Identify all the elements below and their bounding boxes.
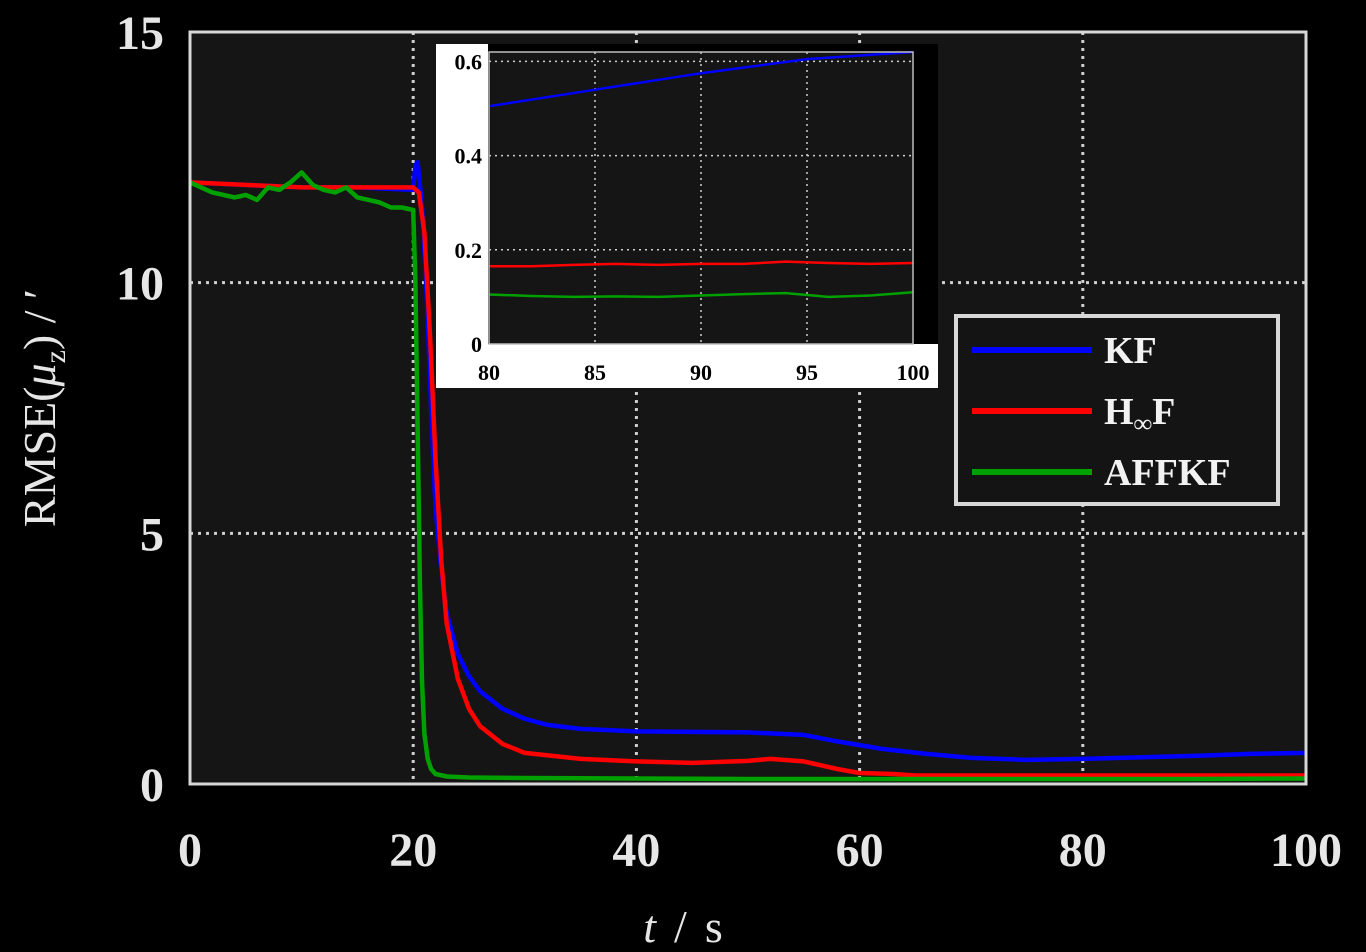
legend-label-hinff: H∞F xyxy=(1104,391,1175,438)
y-axis-label: RMSE(μz) / ′ xyxy=(14,289,72,527)
legend-label-affkf: AFFKF xyxy=(1104,452,1231,494)
inset-grid xyxy=(489,52,913,344)
inset-x-tick-labels: 80 85 90 95 100 xyxy=(478,360,930,385)
inset-x-tick-label: 100 xyxy=(897,360,930,385)
x-tick-label: 0 xyxy=(178,824,202,877)
inset-series-line-kf xyxy=(488,50,914,108)
inset-y-tick-label: 0 xyxy=(471,332,482,357)
legend: KF H∞F AFFKF xyxy=(954,314,1280,506)
inset-y-tick-labels: 0 0.2 0.4 0.6 xyxy=(455,49,483,357)
inset-x-tick-label: 80 xyxy=(478,360,500,385)
x-tick-label: 20 xyxy=(389,824,437,877)
x-tick-label: 40 xyxy=(612,824,660,877)
series-line-affkf xyxy=(189,170,1307,782)
inset-series-line-affkf xyxy=(488,290,914,299)
inset-xlabel-panel xyxy=(436,344,938,388)
x-tick-label: 100 xyxy=(1270,824,1342,877)
inset-y-tick-label: 0.6 xyxy=(455,49,483,74)
y-tick-label: 5 xyxy=(140,508,164,561)
inset-chart: 80 85 90 95 100 0 0.2 0.4 0.6 xyxy=(436,44,938,388)
series-line-hinff xyxy=(189,180,1306,778)
inset-x-tick-label: 90 xyxy=(690,360,712,385)
legend-label-kf: KF xyxy=(1104,330,1157,372)
inset-label-panel xyxy=(436,44,488,388)
x-axis-label: t / s xyxy=(643,901,722,952)
y-tick-label: 15 xyxy=(116,7,164,60)
inset-x-tick-label: 95 xyxy=(796,360,818,385)
inset-frame xyxy=(488,51,914,345)
x-tick-label: 80 xyxy=(1059,824,1107,877)
plot-frame xyxy=(188,30,1308,786)
y-tick-labels: 0 5 10 15 xyxy=(116,7,164,812)
inset-series-group xyxy=(488,50,914,299)
y-tick-label: 0 xyxy=(140,759,164,812)
inset-y-tick-label: 0.4 xyxy=(455,144,483,169)
series-line-kf xyxy=(189,160,1307,763)
inset-x-tick-label: 85 xyxy=(584,360,606,385)
inset-series-line-hinff xyxy=(489,260,914,268)
y-tick-label: 10 xyxy=(116,258,164,311)
x-tick-label: 60 xyxy=(836,824,884,877)
x-tick-labels: 0 20 40 60 80 100 xyxy=(178,824,1342,877)
main-series-group xyxy=(189,160,1307,782)
inset-y-tick-label: 0.2 xyxy=(455,238,483,263)
